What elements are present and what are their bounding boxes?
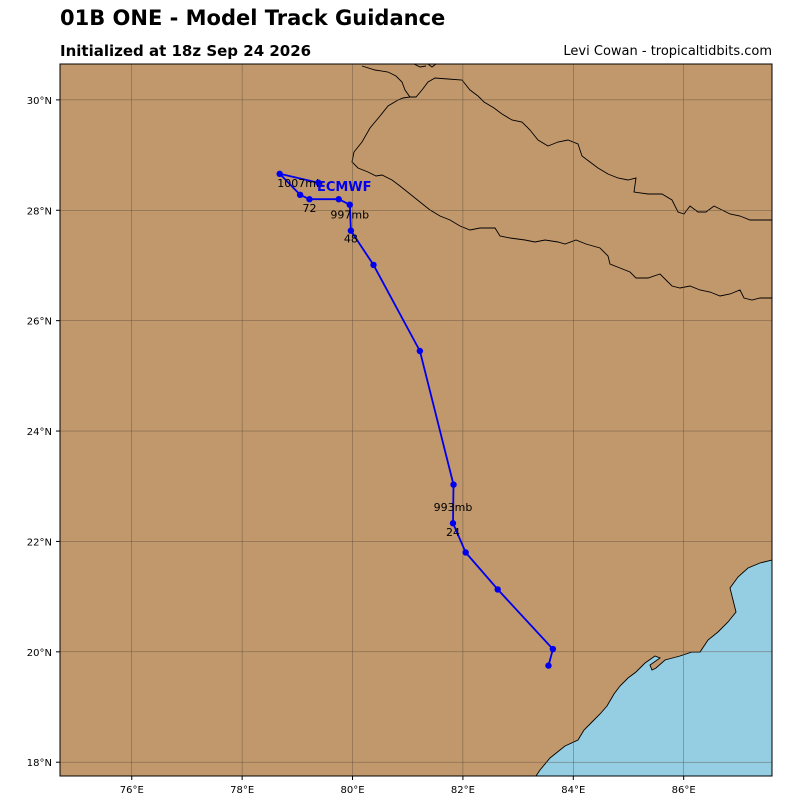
model-label: ECMWF xyxy=(317,180,372,195)
track-point xyxy=(346,201,353,208)
lat-tick-label: 18°N xyxy=(27,758,52,769)
chart-subtitle: Initialized at 18z Sep 24 2026 xyxy=(60,42,312,60)
chart-title: 01B ONE - Model Track Guidance xyxy=(60,6,446,30)
bay-of-bengal-ocean xyxy=(536,560,772,776)
track-point xyxy=(449,520,457,527)
track-point xyxy=(335,196,342,203)
track-point xyxy=(347,227,355,234)
lat-tick-label: 22°N xyxy=(27,537,52,548)
lon-tick-label: 80°E xyxy=(341,785,365,796)
lon-tick-label: 82°E xyxy=(451,785,475,796)
credit-text: Levi Cowan - tropicaltidbits.com xyxy=(563,44,772,59)
lat-tick-label: 26°N xyxy=(27,317,52,328)
track-point xyxy=(306,196,313,203)
lon-tick-label: 86°E xyxy=(672,785,696,796)
track-point xyxy=(462,549,469,556)
track-point-label: 997mb xyxy=(330,209,369,222)
track-point xyxy=(545,662,552,669)
track-point xyxy=(450,481,457,488)
lat-lon-gridlines xyxy=(60,64,772,776)
track-point xyxy=(494,586,501,593)
lat-tick-label: 28°N xyxy=(27,206,52,217)
coastlines xyxy=(351,64,772,776)
track-point-label: 1007mb xyxy=(277,177,323,190)
track-point xyxy=(296,191,304,199)
track-point xyxy=(416,347,424,355)
lat-tick-label: 20°N xyxy=(27,648,52,659)
track-point xyxy=(276,170,283,178)
map-frame xyxy=(59,63,773,777)
track-point-label: 993mb xyxy=(434,501,473,514)
lon-tick-label: 78°E xyxy=(230,785,254,796)
lon-tick-label: 84°E xyxy=(561,785,585,796)
track-point-label: 72 xyxy=(302,202,316,215)
lat-tick-label: 30°N xyxy=(27,96,52,107)
track-point xyxy=(549,645,557,653)
track-point-label: 24 xyxy=(446,526,460,539)
lon-tick-label: 76°E xyxy=(120,785,144,796)
track-point xyxy=(315,179,322,186)
track-point xyxy=(370,261,377,269)
ecmwf-track xyxy=(276,170,557,669)
track-point-label: 48 xyxy=(344,232,358,245)
lat-tick-label: 24°N xyxy=(27,427,52,438)
